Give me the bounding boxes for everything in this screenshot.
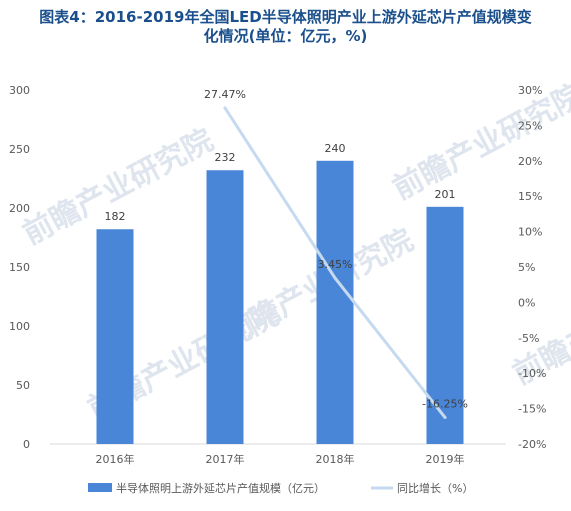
line-data-label: 27.47% bbox=[204, 88, 246, 101]
x-axis-tick-label: 2019年 bbox=[426, 452, 465, 466]
right-axis-tick-label: 10% bbox=[518, 226, 542, 239]
left-axis-tick-label: 150 bbox=[9, 261, 30, 274]
right-axis-tick-label: 20% bbox=[518, 155, 542, 168]
line-point bbox=[333, 276, 337, 280]
line-point bbox=[443, 415, 447, 419]
x-axis-tick-label: 2017年 bbox=[206, 452, 245, 466]
right-axis-tick-label: 15% bbox=[518, 190, 542, 203]
bar bbox=[206, 170, 244, 445]
watermark-text: 前瞻产业研究院 bbox=[387, 78, 571, 207]
right-axis-tick-label: 25% bbox=[518, 119, 542, 132]
left-axis-tick-label: 0 bbox=[23, 438, 30, 451]
title-line-1: 图表4：2016-2019年全国LED半导体照明产业上游外延芯片产值规模变 bbox=[39, 8, 532, 26]
bar-data-label: 232 bbox=[215, 151, 236, 164]
bar bbox=[316, 160, 354, 445]
x-axis: 2016年 2017年 2018年 2019年 bbox=[96, 452, 465, 466]
right-axis-tick-label: -5% bbox=[518, 332, 539, 345]
left-axis-tick-label: 100 bbox=[9, 320, 30, 333]
legend-label-line: 同比增长（%） bbox=[397, 481, 473, 495]
bar-data-label: 201 bbox=[435, 188, 456, 201]
bar-data-label: 240 bbox=[325, 142, 346, 155]
bar-series: 182 232 240 201 bbox=[96, 142, 464, 445]
bar bbox=[426, 206, 464, 444]
legend-label-bar: 半导体照明上游外延芯片产值规模（亿元） bbox=[116, 481, 325, 495]
left-axis-tick-label: 250 bbox=[9, 143, 30, 156]
right-axis: -20% -15% -10% -5% 0% 5% 10% 15% 20% 25% 30% bbox=[518, 84, 546, 451]
left-axis-tick-label: 200 bbox=[9, 202, 30, 215]
bar bbox=[96, 229, 134, 444]
line-point bbox=[223, 106, 227, 110]
right-axis-tick-label: 30% bbox=[518, 84, 542, 97]
left-axis-tick-label: 50 bbox=[16, 379, 30, 392]
left-axis-tick-label: 300 bbox=[9, 84, 30, 97]
line-data-label: 3.45% bbox=[318, 258, 353, 271]
x-axis-tick-label: 2016年 bbox=[96, 452, 135, 466]
right-axis-tick-label: -20% bbox=[518, 438, 546, 451]
right-axis-tick-label: -15% bbox=[518, 403, 546, 416]
x-axis-tick-label: 2018年 bbox=[316, 452, 355, 466]
line-data-label: -16.25% bbox=[422, 397, 468, 410]
legend: 半导体照明上游外延芯片产值规模（亿元） 同比增长（%） bbox=[88, 481, 473, 495]
title-line-2: 化情况(单位：亿元，%) bbox=[203, 27, 368, 45]
right-axis-tick-label: 5% bbox=[518, 261, 535, 274]
left-axis: 0 50 100 150 200 250 300 bbox=[9, 84, 30, 451]
bar-data-label: 182 bbox=[105, 210, 126, 223]
line-series: 27.47% 3.45% -16.25% bbox=[204, 88, 468, 419]
right-axis-tick-label: -10% bbox=[518, 367, 546, 380]
chart-title: 图表4：2016-2019年全国LED半导体照明产业上游外延芯片产值规模变 化情… bbox=[0, 8, 571, 46]
legend-swatch-bar bbox=[88, 483, 112, 492]
right-axis-tick-label: 0% bbox=[518, 296, 535, 309]
